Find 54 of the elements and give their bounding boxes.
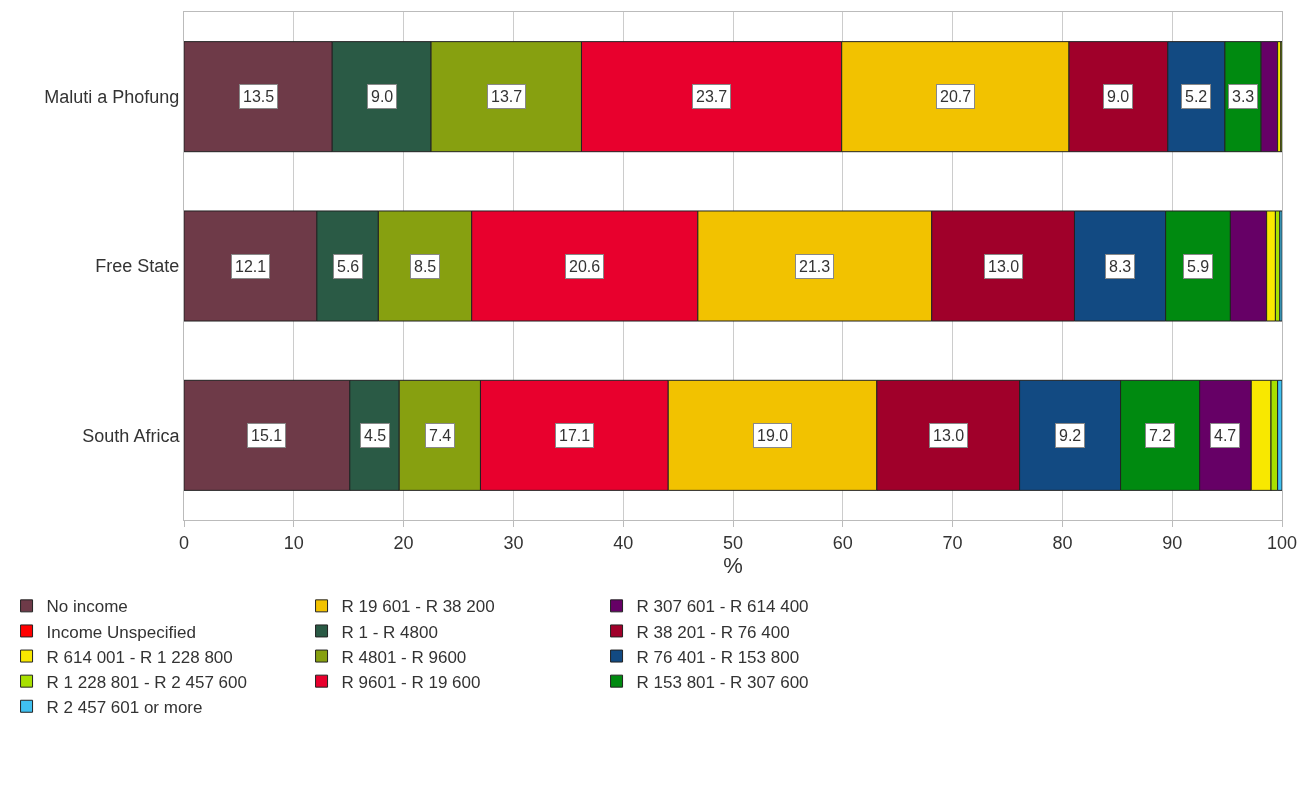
data-label: 5.9 xyxy=(1187,258,1210,275)
data-label: 9.2 xyxy=(1059,427,1082,444)
data-label: 13.7 xyxy=(491,88,523,105)
data-label: 3.3 xyxy=(1232,88,1255,105)
legend-label: Income Unspecified xyxy=(46,622,196,642)
legend-label: R 2 457 601 or more xyxy=(46,697,203,717)
data-label: 8.3 xyxy=(1109,258,1132,275)
x-tick-label: 10 xyxy=(283,532,304,553)
legend-label: R 76 401 - R 153 800 xyxy=(636,647,800,667)
data-label: 20.7 xyxy=(940,88,972,105)
data-label: 4.7 xyxy=(1214,427,1237,444)
x-tick-label: 30 xyxy=(503,532,524,553)
legend-label: R 19 601 - R 38 200 xyxy=(341,597,495,617)
x-tick-label: 0 xyxy=(178,532,190,553)
legend-label: R 153 801 - R 307 600 xyxy=(636,672,809,692)
data-label: 9.0 xyxy=(371,88,394,105)
x-tick-label: 90 xyxy=(1162,532,1183,553)
x-tick-label: 80 xyxy=(1052,532,1073,553)
data-label: 13.0 xyxy=(933,427,965,444)
x-tick-label: 60 xyxy=(832,532,853,553)
x-tick-label: 20 xyxy=(393,532,414,553)
data-label: 7.4 xyxy=(429,427,452,444)
data-label: 20.6 xyxy=(569,258,601,275)
data-label: 21.3 xyxy=(799,258,831,275)
data-label: 5.6 xyxy=(337,258,360,275)
legend-label: R 1 228 801 - R 2 457 600 xyxy=(46,672,247,692)
data-label: 4.5 xyxy=(364,427,387,444)
legend-label: R 38 201 - R 76 400 xyxy=(636,622,790,642)
legend-label: R 1 - R 4800 xyxy=(341,622,438,642)
legend-label: R 614 001 - R 1 228 800 xyxy=(46,647,233,667)
legend-label: R 9601 - R 19 600 xyxy=(341,672,481,692)
x-tick-label: 50 xyxy=(722,532,744,553)
data-label: 19.0 xyxy=(757,427,789,444)
legend-label: No income xyxy=(46,597,128,617)
y-tick-label: Maluti a Phofung xyxy=(44,86,180,107)
x-tick-label: 70 xyxy=(942,532,963,553)
data-label: 8.5 xyxy=(414,258,437,275)
x-axis-title: % xyxy=(723,553,743,579)
data-label: 17.1 xyxy=(559,427,591,444)
data-label: 7.2 xyxy=(1149,427,1172,444)
bar xyxy=(1279,210,1282,322)
x-tick-label: 40 xyxy=(613,532,634,553)
legend-label: R 4801 - R 9600 xyxy=(341,647,467,667)
data-label: 23.7 xyxy=(696,88,728,105)
legend-label: R 307 601 - R 614 400 xyxy=(636,597,809,617)
data-label: 5.2 xyxy=(1185,88,1208,105)
data-label: 15.1 xyxy=(251,427,283,444)
data-label: 13.0 xyxy=(988,258,1020,275)
data-label: 13.5 xyxy=(243,88,275,105)
y-tick-label: Free State xyxy=(95,256,180,277)
data-label: 9.0 xyxy=(1107,88,1130,105)
x-tick-label: 100 xyxy=(1266,532,1298,553)
y-tick-label: South Africa xyxy=(82,425,181,446)
data-label: 12.1 xyxy=(235,258,267,275)
